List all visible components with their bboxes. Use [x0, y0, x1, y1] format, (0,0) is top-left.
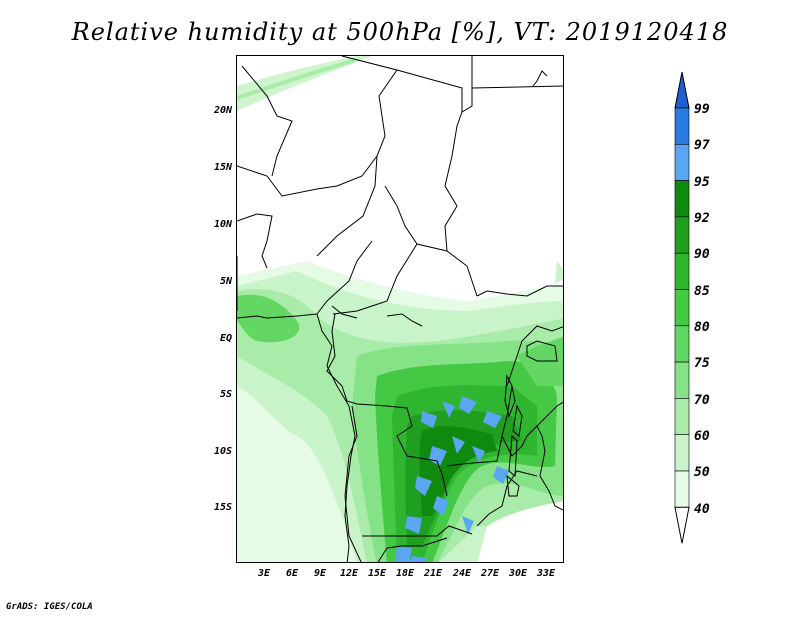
colorbar-label-70: 70: [694, 393, 710, 408]
colorbar-segment-99: [674, 107, 690, 145]
colorbar-segment-75: [674, 361, 690, 399]
colorbar-cap-top: [674, 71, 690, 109]
colorbar-label-40: 40: [694, 502, 710, 517]
map-title: Relative humidity at 500hPa [%], VT: 201…: [71, 18, 729, 46]
lat-label-15s: 15S: [213, 502, 232, 513]
lon-label-30e: 30E: [508, 568, 528, 579]
lat-label-20n: 20N: [213, 105, 232, 116]
colorbar-segment-85: [674, 289, 690, 327]
colorbar-segment-90: [674, 252, 690, 290]
colorbar-label-90: 90: [694, 247, 710, 262]
lon-label-33e: 33E: [536, 568, 556, 579]
colorbar: [674, 71, 690, 544]
colorbar-segments: [674, 71, 690, 544]
colorbar-label-60: 60: [694, 429, 710, 444]
lat-label-eq: EQ: [219, 333, 232, 344]
colorbar-segment-50: [674, 470, 690, 508]
colorbar-segment-97: [674, 144, 690, 181]
lon-label-3e: 3E: [257, 568, 271, 579]
colorbar-segment-92: [674, 216, 690, 254]
colorbar-label-85: 85: [694, 284, 710, 299]
colorbar-segment-70: [674, 398, 690, 435]
colorbar-label-92: 92: [694, 211, 710, 226]
humidity-map: [237, 56, 563, 562]
coastline: [237, 70, 558, 562]
colorbar-cap-bottom: [674, 506, 690, 544]
lon-label-18e: 18E: [395, 568, 415, 579]
humidity-shading: [237, 56, 563, 562]
lat-label-10n: 10N: [213, 219, 232, 230]
colorbar-segment-60: [674, 434, 690, 472]
lon-label-9e: 9E: [313, 568, 327, 579]
colorbar-label-95: 95: [694, 175, 710, 190]
lon-label-21e: 21E: [423, 568, 443, 579]
lon-label-12e: 12E: [339, 568, 359, 579]
colorbar-label-99: 99: [694, 102, 710, 117]
colorbar-label-50: 50: [694, 465, 710, 480]
colorbar-segment-80: [674, 325, 690, 363]
lon-label-6e: 6E: [285, 568, 299, 579]
map-panel: [236, 55, 564, 563]
colorbar-segment-95: [674, 180, 690, 218]
grads-credit: GrADS: IGES/COLA: [6, 602, 93, 612]
lon-label-24e: 24E: [452, 568, 472, 579]
lon-label-15e: 15E: [367, 568, 387, 579]
colorbar-label-75: 75: [694, 356, 710, 371]
lat-label-10s: 10S: [213, 446, 232, 457]
country-borders: [237, 56, 563, 562]
lat-label-5s: 5S: [219, 389, 232, 400]
lon-label-27e: 27E: [480, 568, 500, 579]
lat-label-15n: 15N: [213, 162, 232, 173]
lat-label-5n: 5N: [219, 276, 232, 287]
colorbar-label-97: 97: [694, 138, 710, 153]
colorbar-label-80: 80: [694, 320, 710, 335]
